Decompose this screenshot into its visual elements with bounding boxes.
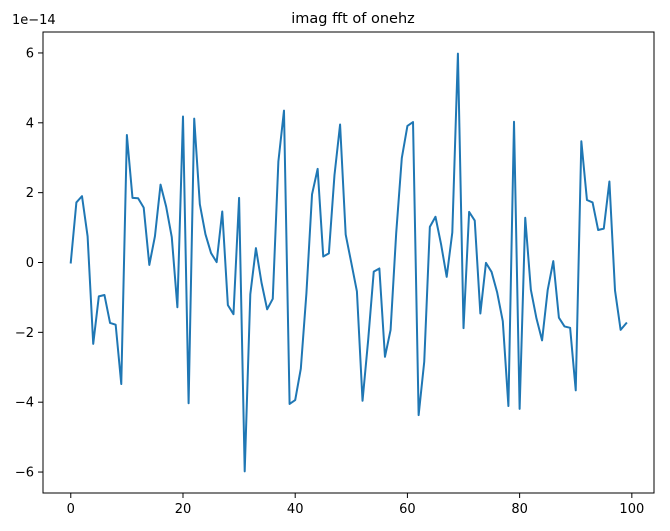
y-axis-offset-label: 1e−14 xyxy=(12,13,56,28)
x-tick-label: 40 xyxy=(287,502,304,517)
x-tick-label: 60 xyxy=(399,502,416,517)
series-line-0 xyxy=(69,52,628,473)
y-axis: −6 −4 −2 0 2 4 6 xyxy=(15,46,43,481)
y-tick-label: −4 xyxy=(15,396,34,411)
x-tick-label: 20 xyxy=(175,502,192,517)
y-tick-label: 2 xyxy=(26,186,34,201)
x-tick-label: 100 xyxy=(619,502,644,517)
y-tick-label: 6 xyxy=(26,46,34,61)
y-tick-label: 4 xyxy=(26,116,34,131)
chart-title: imag fft of onehz xyxy=(291,11,415,27)
x-tick-label: 80 xyxy=(511,502,528,517)
y-tick-label: −6 xyxy=(15,466,34,481)
y-tick-label: 0 xyxy=(26,256,34,271)
y-tick-label: −2 xyxy=(15,326,34,341)
x-axis: 0 20 40 60 80 100 xyxy=(67,493,644,517)
x-tick-label: 0 xyxy=(67,502,75,517)
